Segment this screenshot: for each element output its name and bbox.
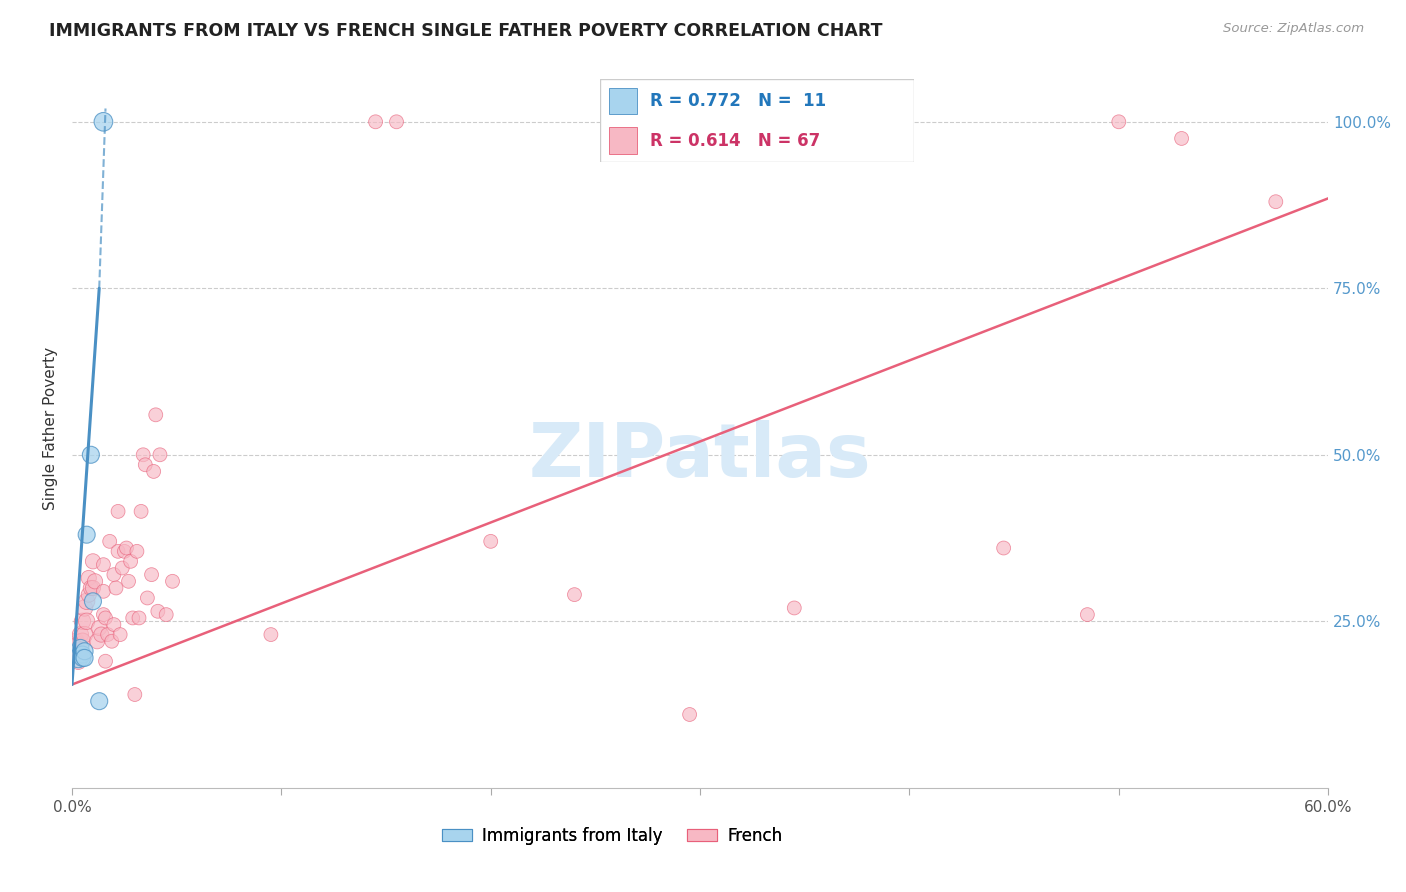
- French: [67, 654, 90, 668]
- French: [73, 601, 96, 615]
- French: [90, 627, 112, 641]
- French: [564, 588, 586, 602]
- French: [89, 621, 111, 635]
- French: [77, 588, 100, 602]
- French: [63, 640, 86, 655]
- French: [93, 607, 115, 622]
- French: [364, 115, 387, 129]
- French: [1076, 607, 1098, 622]
- Immigrants from Italy: [67, 651, 90, 665]
- Immigrants from Italy: [69, 640, 91, 655]
- Immigrants from Italy: [73, 651, 96, 665]
- Text: Source: ZipAtlas.com: Source: ZipAtlas.com: [1223, 22, 1364, 36]
- French: [103, 567, 125, 582]
- French: [128, 611, 150, 625]
- French: [93, 584, 115, 599]
- French: [145, 408, 167, 422]
- French: [97, 627, 120, 641]
- Immigrants from Italy: [80, 448, 103, 462]
- French: [117, 574, 139, 589]
- French: [72, 634, 94, 648]
- Immigrants from Italy: [89, 694, 111, 708]
- French: [77, 571, 100, 585]
- French: [86, 634, 108, 648]
- French: [73, 627, 96, 641]
- Y-axis label: Single Father Poverty: Single Father Poverty: [44, 347, 58, 509]
- French: [129, 504, 152, 518]
- French: [80, 581, 103, 595]
- French: [120, 554, 142, 568]
- Immigrants from Italy: [93, 115, 115, 129]
- French: [94, 654, 117, 668]
- French: [125, 544, 148, 558]
- French: [136, 591, 159, 605]
- French: [479, 534, 502, 549]
- French: [260, 627, 283, 641]
- French: [124, 688, 146, 702]
- French: [67, 638, 90, 652]
- French: [104, 581, 127, 595]
- French: [149, 448, 172, 462]
- French: [783, 601, 806, 615]
- French: [108, 627, 131, 641]
- French: [82, 581, 104, 595]
- Immigrants from Italy: [72, 648, 94, 662]
- Immigrants from Italy: [82, 594, 104, 608]
- French: [111, 561, 134, 575]
- French: [1264, 194, 1286, 209]
- French: [993, 541, 1015, 555]
- French: [94, 611, 117, 625]
- French: [162, 574, 184, 589]
- French: [1108, 115, 1130, 129]
- Legend: Immigrants from Italy, French: Immigrants from Italy, French: [436, 820, 789, 851]
- French: [115, 541, 138, 555]
- Immigrants from Italy: [73, 644, 96, 658]
- French: [112, 544, 135, 558]
- French: [385, 115, 408, 129]
- French: [103, 617, 125, 632]
- French: [107, 504, 129, 518]
- French: [146, 604, 169, 618]
- French: [121, 611, 143, 625]
- French: [76, 594, 98, 608]
- French: [142, 465, 165, 479]
- French: [93, 558, 115, 572]
- French: [69, 627, 91, 641]
- Immigrants from Italy: [72, 651, 94, 665]
- Text: ZIPatlas: ZIPatlas: [529, 420, 872, 493]
- French: [82, 554, 104, 568]
- French: [76, 614, 98, 628]
- French: [678, 707, 700, 722]
- French: [69, 648, 91, 662]
- French: [1170, 131, 1192, 145]
- French: [107, 544, 129, 558]
- Immigrants from Italy: [76, 527, 98, 541]
- French: [141, 567, 163, 582]
- French: [65, 634, 87, 648]
- French: [101, 634, 124, 648]
- French: [72, 614, 94, 628]
- French: [134, 458, 156, 472]
- French: [84, 574, 107, 589]
- French: [155, 607, 177, 622]
- French: [132, 448, 155, 462]
- French: [98, 534, 121, 549]
- Text: IMMIGRANTS FROM ITALY VS FRENCH SINGLE FATHER POVERTY CORRELATION CHART: IMMIGRANTS FROM ITALY VS FRENCH SINGLE F…: [49, 22, 883, 40]
